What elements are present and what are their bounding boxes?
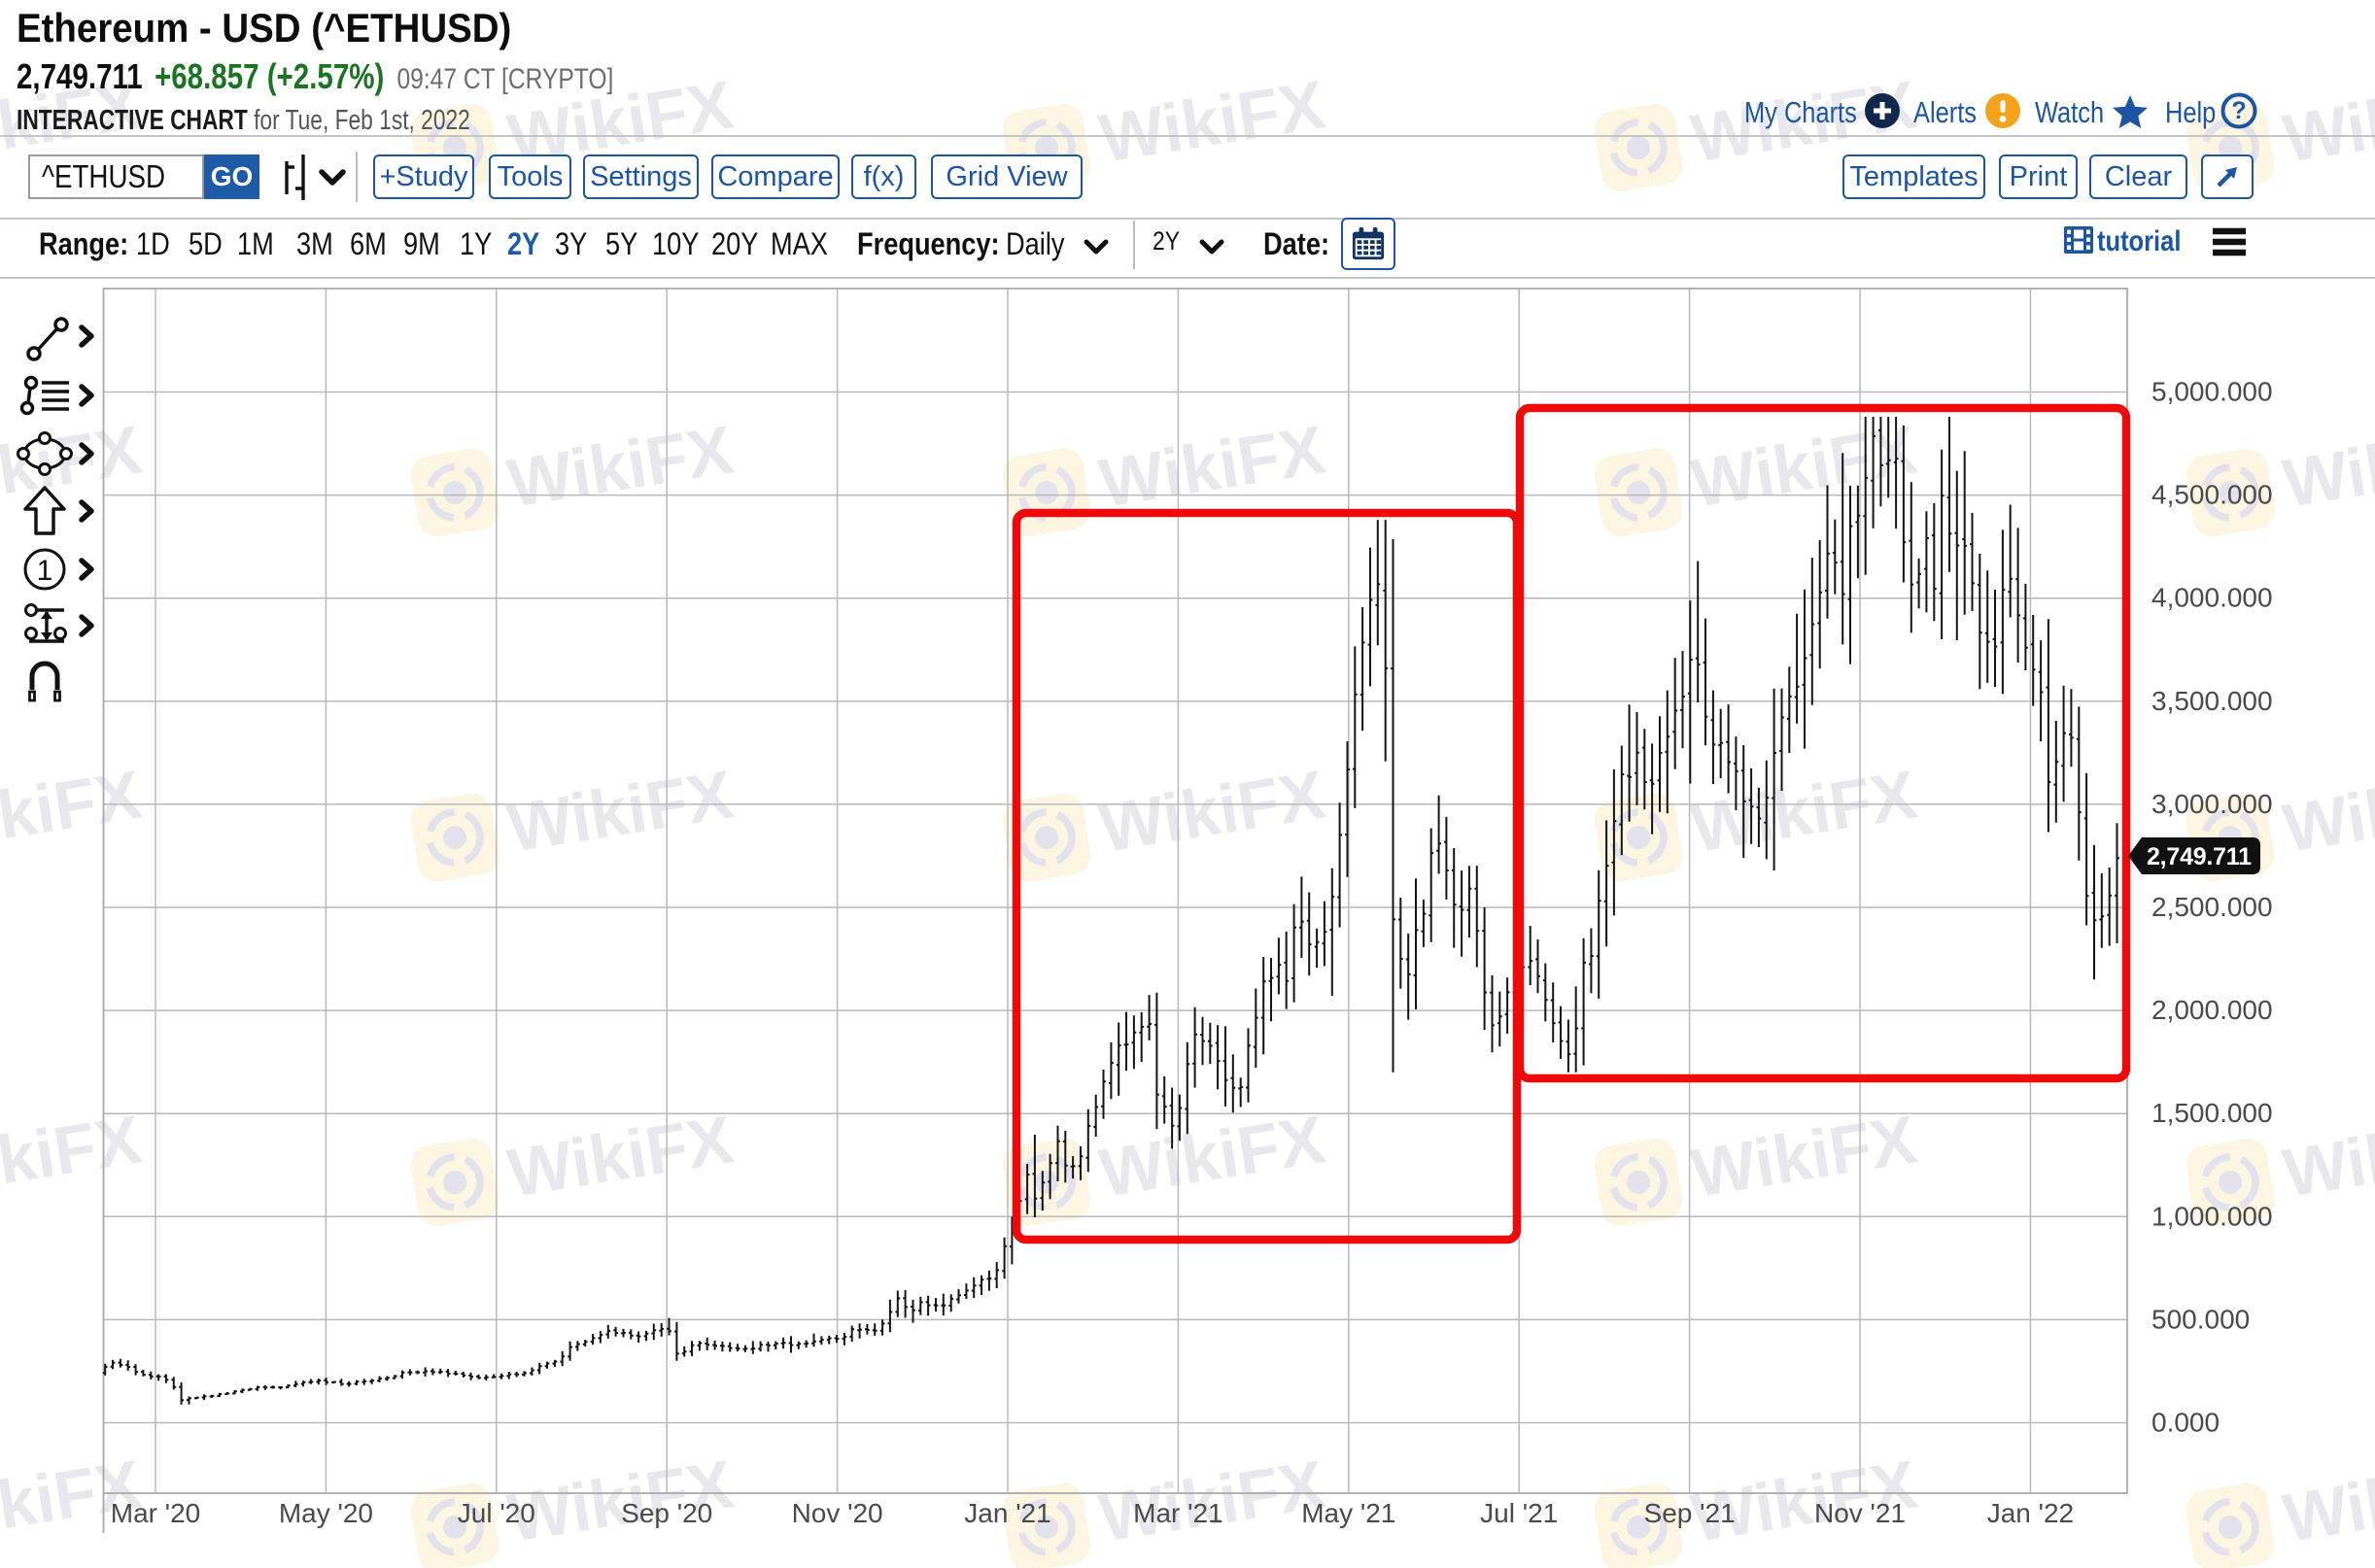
svg-text:Mar '20: Mar '20	[111, 1498, 201, 1528]
svg-text:4,000.000: 4,000.000	[2151, 583, 2273, 613]
svg-text:3,500.000: 3,500.000	[2151, 686, 2273, 716]
svg-text:2,000.000: 2,000.000	[2151, 995, 2273, 1025]
svg-text:Sep '21: Sep '21	[1644, 1498, 1736, 1528]
svg-text:2,749.711: 2,749.711	[2147, 843, 2252, 870]
svg-text:?: ?	[2231, 97, 2246, 124]
svg-text:0.000: 0.000	[2151, 1408, 2220, 1438]
svg-text:500.000: 500.000	[2151, 1304, 2250, 1334]
svg-text:Jan '21: Jan '21	[964, 1498, 1050, 1528]
svg-text:May '21: May '21	[1301, 1498, 1395, 1528]
svg-text:Jul '20: Jul '20	[458, 1498, 535, 1528]
svg-text:2,500.000: 2,500.000	[2151, 892, 2273, 922]
svg-text:Nov '20: Nov '20	[792, 1498, 883, 1528]
svg-text:1,000.000: 1,000.000	[2151, 1201, 2273, 1231]
svg-text:Mar '21: Mar '21	[1133, 1498, 1223, 1528]
svg-text:Sep '20: Sep '20	[621, 1498, 712, 1528]
svg-text:5,000.000: 5,000.000	[2151, 377, 2273, 407]
svg-text:May '20: May '20	[279, 1498, 373, 1528]
svg-text:Nov '21: Nov '21	[1814, 1498, 1906, 1528]
svg-text:3,000.000: 3,000.000	[2151, 789, 2273, 819]
svg-text:Jan '22: Jan '22	[1987, 1498, 2074, 1528]
svg-text:4,500.000: 4,500.000	[2151, 480, 2273, 510]
svg-text:1,500.000: 1,500.000	[2151, 1098, 2273, 1128]
svg-text:Jul '21: Jul '21	[1480, 1498, 1558, 1528]
svg-text:1: 1	[37, 555, 53, 587]
